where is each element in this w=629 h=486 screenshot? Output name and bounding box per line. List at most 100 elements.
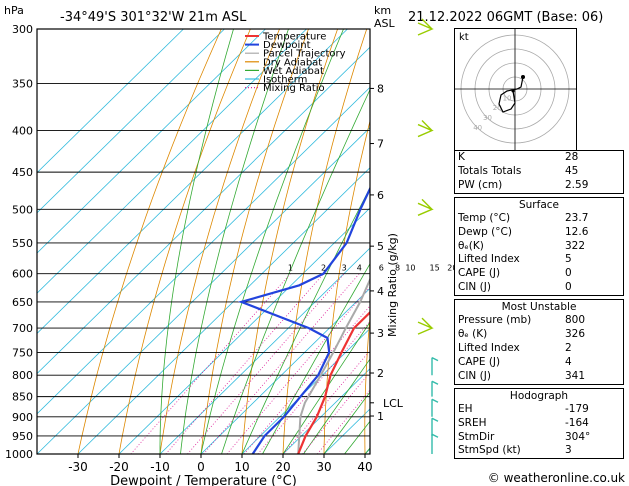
surface-value: 0 bbox=[565, 267, 572, 280]
index-label: K bbox=[458, 151, 465, 163]
isotherm-line bbox=[77, 167, 370, 454]
hodograph-stat-label: StmDir bbox=[458, 430, 495, 443]
wind-barb-icon bbox=[431, 380, 439, 397]
temp-tick-label: -10 bbox=[150, 460, 170, 474]
mixing-ratio-label: 3 bbox=[342, 264, 347, 273]
surface-row: Lifted Index 5 bbox=[455, 253, 623, 267]
pressure-tick-label: 700 bbox=[12, 322, 33, 335]
dry-adiabat-line bbox=[118, 29, 251, 454]
wind-barb-icon bbox=[431, 433, 439, 454]
pressure-tick-label: 400 bbox=[12, 125, 33, 138]
hodograph-ring-label: 20 bbox=[493, 104, 502, 112]
mixing-ratio-line bbox=[243, 305, 370, 454]
hodograph-stat-value: -179 bbox=[565, 402, 589, 415]
wind-barb-icon bbox=[431, 417, 439, 436]
most-unstable-value: 2 bbox=[565, 341, 572, 354]
wind-barb-icon bbox=[417, 120, 434, 138]
surface-label: CAPE (J) bbox=[458, 267, 501, 280]
hodograph-stat-value: 304° bbox=[565, 430, 591, 443]
wet-adiabat-line bbox=[323, 391, 370, 454]
surface-row: CIN (J) 0 bbox=[455, 281, 623, 295]
mixing-ratio-line bbox=[130, 273, 291, 454]
dewpoint-line bbox=[237, 186, 370, 454]
surface-value: 12.6 bbox=[565, 225, 589, 238]
hodograph-stat-row: SREH -164 bbox=[455, 417, 623, 431]
hodograph-point bbox=[521, 75, 525, 79]
datetime-title: 21.12.2022 06GMT (Base: 06) bbox=[408, 10, 603, 25]
temp-tick-label: -30 bbox=[68, 460, 88, 474]
hodograph-stat-row: StmDir 304° bbox=[455, 431, 623, 445]
index-label: Totals Totals bbox=[458, 164, 522, 177]
pressure-tick-label: 650 bbox=[12, 296, 33, 309]
legend-label: Isotherm bbox=[263, 75, 307, 86]
index-value: 2.59 bbox=[565, 178, 589, 191]
isotherm-line bbox=[282, 368, 370, 454]
dry-adiabat-line bbox=[404, 29, 454, 454]
most-unstable-row: CAPE (J) 4 bbox=[455, 356, 623, 370]
pressure-tick-label: 1000 bbox=[5, 448, 33, 461]
temp-tick-label: -20 bbox=[109, 460, 129, 474]
pressure-tick-label: 800 bbox=[12, 369, 33, 382]
hodograph-stat-label: EH bbox=[458, 402, 473, 415]
mixing-ratio-label: 15 bbox=[430, 264, 440, 273]
surface-row: θₑ(K) 322 bbox=[455, 240, 623, 254]
pressure-tick-label: 900 bbox=[12, 411, 33, 424]
most-unstable-label: θₑ (K) bbox=[458, 328, 488, 341]
hodograph-stat-row: EH -179 bbox=[455, 403, 623, 417]
lcl-label: LCL bbox=[383, 397, 404, 410]
surface-title: Surface bbox=[518, 198, 559, 211]
mixing-ratio-line bbox=[226, 286, 370, 454]
isotherm-line bbox=[37, 126, 370, 454]
index-label: PW (cm) bbox=[458, 178, 503, 191]
most-unstable-label: Pressure (mb) bbox=[458, 314, 532, 327]
mixing-ratio-label: 1 bbox=[288, 264, 293, 273]
hodograph-stat-label: SREH bbox=[458, 416, 487, 429]
temp-tick-label: 40 bbox=[357, 460, 372, 474]
km-tick-label: 5 bbox=[377, 240, 384, 253]
most-unstable-value: 326 bbox=[565, 328, 586, 341]
copyright-text: © weatheronline.co.uk bbox=[488, 471, 625, 485]
legend-label: Dry Adiabat bbox=[263, 57, 322, 68]
isotherm-line bbox=[200, 287, 370, 454]
most-unstable-box: Most Unstable Pressure (mb) 800 θₑ (K) 326 L… bbox=[454, 299, 624, 385]
index-row: Totals Totals 45 bbox=[455, 165, 623, 179]
isotherm-line bbox=[37, 29, 225, 214]
most-unstable-value: 4 bbox=[565, 355, 572, 368]
km-tick-label: 4 bbox=[377, 285, 384, 298]
index-value: 45 bbox=[565, 164, 579, 177]
most-unstable-row: Lifted Index 2 bbox=[455, 342, 623, 356]
mixing-ratio-label: 10 bbox=[405, 264, 415, 273]
surface-row: CAPE (J) 0 bbox=[455, 267, 623, 281]
wind-barb-icon bbox=[431, 357, 439, 376]
wind-barb-icon bbox=[431, 398, 439, 417]
pressure-tick-label: 300 bbox=[12, 23, 33, 36]
km-label: km bbox=[374, 4, 391, 17]
mixing-ratio-axis-label: Mixing Ratio (g/kg) bbox=[386, 233, 399, 337]
dry-adiabat-line bbox=[323, 119, 370, 454]
temp-tick-label: 10 bbox=[234, 460, 249, 474]
surface-row: Temp (°C) 23.7 bbox=[455, 212, 623, 226]
indices-box: K 28 Totals Totals 45 PW (cm) 2.59 bbox=[454, 150, 624, 194]
surface-value: 0 bbox=[565, 281, 572, 294]
temperature-line bbox=[297, 310, 370, 454]
hodograph-stats-box: Hodograph EH -179 SREH -164 StmDir 304° StmSpd… bbox=[454, 387, 624, 460]
mixing-ratio-line bbox=[203, 273, 360, 454]
km-tick-label: 6 bbox=[377, 189, 384, 202]
hodograph-ring-label: 30 bbox=[483, 114, 492, 122]
km-tick-label: 3 bbox=[377, 327, 384, 340]
surface-value: 322 bbox=[565, 239, 586, 252]
asl-label: ASL bbox=[374, 17, 396, 30]
temp-tick-label: 0 bbox=[197, 460, 205, 474]
wet-adiabat-line bbox=[282, 321, 370, 454]
surface-box: Surface Temp (°C) 23.7 Dewp (°C) 12.6 θₑ(K) 3… bbox=[454, 196, 624, 297]
x-axis-label: Dewpoint / Temperature (°C) bbox=[110, 474, 297, 486]
hpa-label: hPa bbox=[4, 4, 24, 17]
pressure-tick-label: 450 bbox=[12, 166, 33, 179]
legend-label: Mixing Ratio bbox=[263, 83, 325, 94]
temp-tick-label: 20 bbox=[275, 460, 290, 474]
isotherm-line bbox=[37, 29, 184, 174]
legend-label: Wet Adiabat bbox=[263, 66, 324, 77]
hodograph-stats-title: Hodograph bbox=[509, 389, 569, 402]
parcel-line bbox=[297, 277, 370, 454]
legend-label: Parcel Trajectory bbox=[263, 49, 346, 60]
